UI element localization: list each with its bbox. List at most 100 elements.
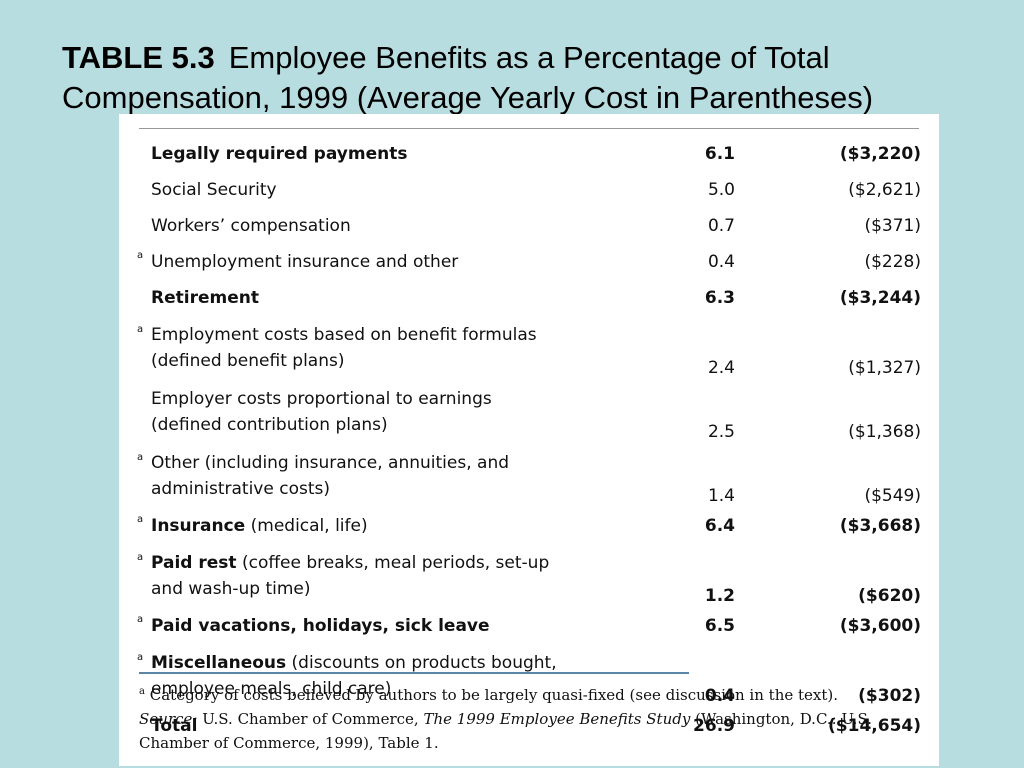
row-label: Workers’ compensation — [151, 208, 671, 244]
row-percentage: 0.4 — [704, 686, 735, 706]
row-label: Retirement — [151, 280, 671, 316]
table-row: Social Security 5.0 ($2,621) — [137, 172, 921, 208]
row-label-main: Unemployment insurance and other — [151, 252, 459, 272]
footnote-rule — [139, 672, 689, 674]
slide-title: TABLE 5.3 Employee Benefits as a Percenta… — [62, 38, 992, 118]
row-yearly-cost: ($3,668) — [839, 516, 921, 536]
row-yearly-cost: ($2,621) — [848, 180, 921, 200]
table-number: TABLE 5.3 — [62, 40, 215, 75]
row-yearly-cost: ($228) — [864, 252, 921, 272]
row-label-continued: employee meals, child care) — [151, 679, 392, 699]
row-label-main: Legally required payments — [151, 144, 408, 164]
table-row: Workers’ compensation 0.7 ($371) — [137, 208, 921, 244]
row-label: Employment costs based on benefit formul… — [151, 316, 671, 380]
row-label-main: Paid rest — [151, 553, 237, 573]
row-yearly-cost: ($1,327) — [848, 358, 921, 378]
row-yearly-cost: ($1,368) — [848, 422, 921, 442]
row-label-main: Workers’ compensation — [151, 216, 351, 236]
row-label: Social Security — [151, 172, 671, 208]
row-label-main: Insurance — [151, 516, 246, 536]
row-percentage: 0.4 — [707, 252, 735, 272]
row-label-detail: (coffee breaks, meal periods, set-up — [236, 553, 550, 573]
row-label-main: Retirement — [151, 288, 259, 308]
row-percentage: 26.9 — [693, 716, 735, 736]
row-label: Other (including insurance, annuities, a… — [151, 444, 671, 508]
quasi-fixed-mark: a — [137, 614, 144, 625]
row-percentage: 2.5 — [707, 422, 735, 442]
source-note: Source: U.S. Chamber of Commerce, The 19… — [139, 707, 929, 755]
table-row: a Employment costs based on benefit formu… — [137, 316, 921, 380]
row-label-main: Other (including insurance, annuities, a… — [151, 453, 510, 473]
row-label: Employer costs proportional to earnings (… — [151, 380, 671, 444]
table-row: Retirement 6.3 ($3,244) — [137, 280, 921, 316]
table-caption: Employee Benefits as a Percentage of Tot… — [62, 40, 874, 115]
row-label: Miscellaneous (discounts on products bou… — [151, 644, 671, 708]
source-title: The 1999 Employee Benefits Study — [423, 710, 691, 728]
row-yearly-cost: ($620) — [858, 586, 921, 606]
row-label-main: Social Security — [151, 180, 277, 200]
footnote: a Category of costs believed by authors … — [139, 680, 929, 707]
quasi-fixed-mark — [137, 208, 151, 244]
table-row: Legally required payments 6.1 ($3,220) — [137, 136, 921, 172]
table-row: Employer costs proportional to earnings (… — [137, 380, 921, 444]
quasi-fixed-mark: a — [137, 324, 144, 335]
row-label-main: Miscellaneous — [151, 653, 287, 673]
quasi-fixed-mark: a — [137, 552, 144, 563]
footnote-mark: a — [139, 686, 145, 697]
table-row: a Paid rest (coffee breaks, meal periods,… — [137, 544, 921, 608]
footnote-text: Category of costs believed by authors to… — [149, 686, 839, 704]
row-yearly-cost: ($3,244) — [839, 288, 921, 308]
source-text-2: (Washington, D.C.: U.S. Chamber of Comme… — [139, 710, 873, 752]
benefits-table: Legally required payments 6.1 ($3,220) Soci… — [137, 136, 921, 744]
row-yearly-cost: ($14,654) — [828, 716, 921, 736]
row-percentage: 6.5 — [704, 616, 735, 636]
quasi-fixed-mark — [137, 136, 151, 172]
table-row: a Insurance (medical, life) 6.4 ($3,668) — [137, 508, 921, 544]
row-yearly-cost: ($549) — [864, 486, 921, 506]
row-percentage: 1.4 — [707, 486, 735, 506]
table-row: Total 26.9 ($14,654) — [137, 708, 921, 744]
row-label: Paid rest (coffee breaks, meal periods, … — [151, 544, 671, 608]
table-sheet: Legally required payments 6.1 ($3,220) Soci… — [119, 114, 939, 766]
row-percentage: 0.7 — [707, 216, 735, 236]
row-label-main: Total — [151, 716, 198, 736]
row-percentage: 6.3 — [704, 288, 735, 308]
row-label: Insurance (medical, life) — [151, 508, 671, 544]
row-percentage: 6.4 — [704, 516, 735, 536]
row-percentage: 5.0 — [707, 180, 735, 200]
quasi-fixed-mark — [137, 172, 151, 208]
row-percentage: 2.4 — [707, 358, 735, 378]
row-percentage: 6.1 — [704, 144, 735, 164]
table-row: a Unemployment insurance and other 0.4 ($22… — [137, 244, 921, 280]
table-row: a Paid vacations, holidays, sick leave 6.5… — [137, 608, 921, 644]
row-label-continued: administrative costs) — [151, 479, 330, 499]
row-yearly-cost: ($371) — [864, 216, 921, 236]
row-label: Paid vacations, holidays, sick leave — [151, 608, 671, 644]
quasi-fixed-mark: a — [137, 250, 144, 261]
source-text-1: U.S. Chamber of Commerce, — [202, 710, 419, 728]
table-row: a Other (including insurance, annuities, … — [137, 444, 921, 508]
row-label-detail: (discounts on products bought, — [286, 653, 557, 673]
row-label-continued: (defined benefit plans) — [151, 351, 345, 371]
row-label: Total — [151, 708, 671, 744]
row-label-continued: and wash-up time) — [151, 579, 311, 599]
row-yearly-cost: ($302) — [858, 686, 921, 706]
top-rule — [139, 128, 919, 129]
row-label-main: Paid vacations, holidays, sick leave — [151, 616, 490, 636]
row-label: Legally required payments — [151, 136, 671, 172]
quasi-fixed-mark: a — [137, 514, 144, 525]
row-label-main: Employment costs based on benefit formul… — [151, 325, 537, 345]
row-label: Unemployment insurance and other — [151, 244, 671, 280]
quasi-fixed-mark: a — [137, 652, 144, 663]
footnotes: a Category of costs believed by authors … — [139, 680, 929, 755]
quasi-fixed-mark — [137, 280, 151, 316]
quasi-fixed-mark: a — [137, 452, 144, 463]
quasi-fixed-mark — [137, 380, 151, 444]
row-yearly-cost: ($3,600) — [839, 616, 921, 636]
table-row: a Miscellaneous (discounts on products bo… — [137, 644, 921, 708]
row-yearly-cost: ($3,220) — [839, 144, 921, 164]
source-label: Source: — [139, 710, 198, 728]
row-label-continued: (defined contribution plans) — [151, 415, 388, 435]
row-label-detail: (medical, life) — [245, 516, 368, 536]
row-label-main: Employer costs proportional to earnings — [151, 389, 492, 409]
